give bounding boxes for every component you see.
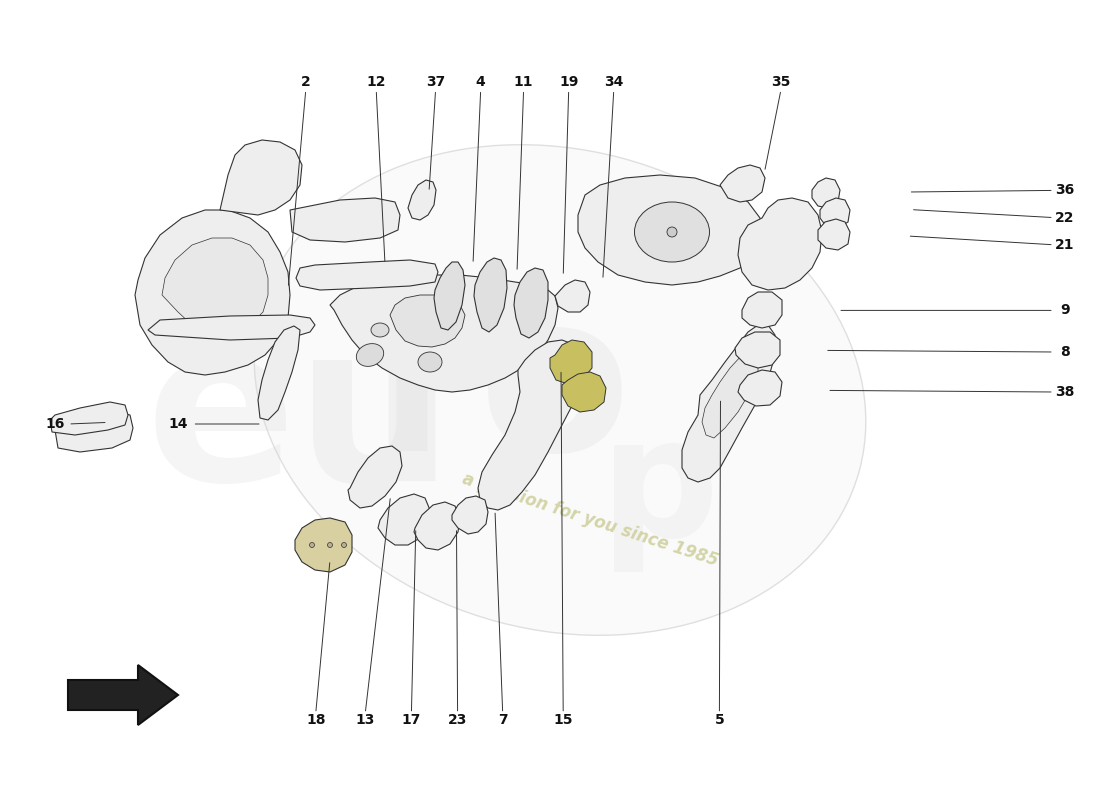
Polygon shape (55, 412, 133, 452)
Polygon shape (550, 340, 592, 384)
Text: 13: 13 (355, 713, 375, 727)
Polygon shape (296, 260, 438, 290)
Polygon shape (220, 140, 302, 215)
Polygon shape (720, 165, 764, 202)
Text: 16: 16 (45, 417, 65, 431)
Polygon shape (414, 502, 460, 550)
Ellipse shape (371, 323, 389, 337)
Polygon shape (735, 332, 780, 368)
Polygon shape (474, 258, 507, 332)
Text: a passion for you since 1985: a passion for you since 1985 (460, 470, 720, 570)
Ellipse shape (309, 542, 315, 547)
Polygon shape (148, 315, 315, 340)
Text: 9: 9 (1060, 303, 1069, 318)
Polygon shape (330, 275, 558, 392)
Text: 12: 12 (366, 74, 386, 89)
Ellipse shape (667, 227, 676, 237)
Text: 17: 17 (402, 713, 421, 727)
Text: 15: 15 (553, 713, 573, 727)
Polygon shape (452, 496, 488, 534)
Text: 18: 18 (306, 713, 326, 727)
Polygon shape (434, 262, 465, 330)
Text: 22: 22 (1055, 210, 1075, 225)
Ellipse shape (635, 202, 710, 262)
Text: 11: 11 (514, 74, 534, 89)
Polygon shape (738, 370, 782, 406)
Text: 34: 34 (604, 74, 624, 89)
Polygon shape (50, 402, 128, 435)
Polygon shape (820, 198, 850, 228)
Polygon shape (258, 326, 300, 420)
Polygon shape (135, 210, 290, 375)
Polygon shape (514, 268, 548, 338)
Polygon shape (682, 325, 776, 482)
Ellipse shape (341, 542, 346, 547)
Polygon shape (812, 178, 840, 208)
Text: 5: 5 (715, 713, 724, 727)
Polygon shape (738, 198, 822, 290)
Text: 23: 23 (448, 713, 468, 727)
Polygon shape (295, 518, 352, 572)
Text: 35: 35 (771, 74, 791, 89)
Text: 7: 7 (498, 713, 507, 727)
Polygon shape (68, 665, 178, 725)
Text: 38: 38 (1055, 385, 1075, 399)
Text: eu: eu (145, 313, 454, 527)
Text: ro: ro (368, 283, 631, 497)
Ellipse shape (328, 542, 332, 547)
Ellipse shape (356, 344, 384, 366)
Text: 21: 21 (1055, 238, 1075, 252)
Polygon shape (290, 198, 400, 242)
Polygon shape (562, 372, 606, 412)
Polygon shape (556, 280, 590, 312)
Text: p: p (601, 409, 719, 571)
Polygon shape (390, 295, 465, 347)
Ellipse shape (254, 145, 866, 635)
Text: 19: 19 (559, 74, 579, 89)
Polygon shape (162, 238, 268, 332)
Polygon shape (478, 340, 582, 510)
Polygon shape (378, 494, 430, 545)
Text: 14: 14 (168, 417, 188, 431)
Text: 36: 36 (1055, 183, 1075, 198)
Text: 2: 2 (301, 74, 310, 89)
Text: 8: 8 (1060, 345, 1069, 359)
Polygon shape (702, 350, 758, 438)
Polygon shape (348, 446, 402, 508)
Text: 4: 4 (476, 74, 485, 89)
Ellipse shape (418, 352, 442, 372)
Polygon shape (578, 175, 762, 285)
Polygon shape (818, 219, 850, 250)
Polygon shape (408, 180, 436, 220)
Polygon shape (742, 292, 782, 328)
Text: 37: 37 (426, 74, 446, 89)
